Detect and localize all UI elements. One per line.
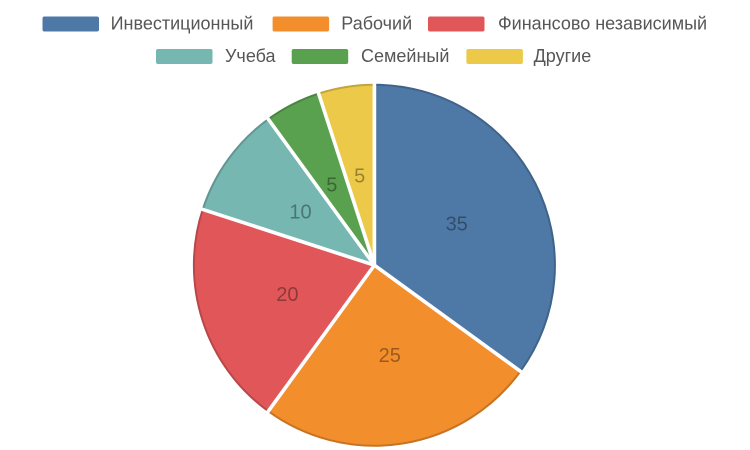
- svg-text:5: 5: [326, 175, 337, 197]
- svg-text:20: 20: [276, 284, 298, 306]
- svg-text:10: 10: [289, 202, 311, 224]
- svg-text:Другие: Другие: [534, 46, 592, 66]
- svg-text:Семейный: Семейный: [361, 46, 449, 66]
- svg-text:35: 35: [446, 213, 468, 235]
- svg-text:Инвестиционный: Инвестиционный: [111, 13, 254, 33]
- svg-text:Финансово независимый: Финансово независимый: [498, 13, 707, 33]
- svg-text:25: 25: [379, 345, 401, 367]
- svg-text:Учеба: Учеба: [225, 46, 277, 66]
- svg-text:5: 5: [354, 166, 365, 188]
- svg-text:Рабочий: Рабочий: [341, 13, 412, 33]
